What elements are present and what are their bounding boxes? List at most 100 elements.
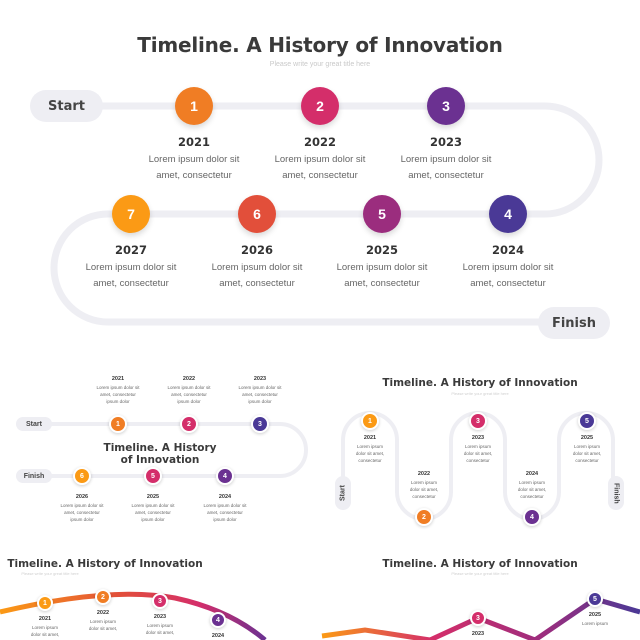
thumb2-finish-pill: Finish [608,476,624,510]
thumb1-desc-line1: Lorem ipsum dolor sit [96,385,140,390]
thumb4-node-5: 5 [587,591,603,607]
thumb3-year-2023: 2023 [153,614,167,620]
timeline-node-7: 7 [112,195,150,233]
timeline-year-2025: 2025 [365,243,398,257]
timeline-desc-line1: Lorem ipsum dolor sit [400,154,492,165]
thumb2-desc-line3: consectetur [575,458,599,463]
timeline-node-4: 4 [489,195,527,233]
timeline-node-5: 5 [363,195,401,233]
thumb2-desc-line1: Lorem ipsum [356,444,383,449]
thumb1-desc-line3: ipsum dolor [141,517,165,522]
thumb2-node-3: 3 [469,412,487,430]
thumb1-desc-line2: amet, consectetur [242,392,278,397]
timeline-desc-line2: amet, consectetur [470,278,546,289]
thumb1-desc-line1: Lorem ipsum dolor sit [238,385,282,390]
thumb3-node-4: 4 [210,612,226,628]
thumb3-desc-line2: dolor sit amet, [30,632,60,637]
thumb3-title: Timeline. A History of Innovation [7,558,203,570]
start-pill: Start [30,90,103,122]
thumb4-year-2025: 2025 [588,612,602,618]
thumb2-year-2025: 2025 [580,435,594,441]
thumb1-desc-line1: Lorem ipsum dolor sit [203,503,247,508]
timeline-desc-line1: Lorem ipsum dolor sit [274,154,366,165]
thumb2-desc-line3: consectetur [520,494,544,499]
thumb2-year-2022: 2022 [417,471,431,477]
thumb3-year-2022: 2022 [96,610,110,616]
thumb2-year-2021: 2021 [363,435,377,441]
thumb1-title: Timeline. A History of Innovation [95,442,225,466]
thumb2-node-1: 1 [361,412,379,430]
thumb1-year-2025: 2025 [146,494,160,500]
timeline-desc-line1: Lorem ipsum dolor sit [211,262,303,273]
finish-pill: Finish [538,307,610,339]
thumb1-desc-line2: amet, consectetur [171,392,207,397]
thumb2-desc-line2: dolor sit amet, [463,451,493,456]
thumb1-desc-line1: Lorem ipsum dolor sit [167,385,211,390]
thumb1-desc-line1: Lorem ipsum dolor sit [60,503,104,508]
thumb1-year-2024: 2024 [218,494,232,500]
thumb2-desc-line2: dolor sit amet, [517,487,547,492]
thumb1-desc-line1: Lorem ipsum dolor sit [131,503,175,508]
main-title: Timeline. A History of Innovation [137,33,503,57]
thumb2-desc-line2: dolor sit amet, [355,451,385,456]
thumb3-year-2021: 2021 [38,616,52,622]
thumb2-desc-line1: Lorem ipsum [518,480,545,485]
timeline-year-2027: 2027 [114,243,147,257]
thumb2-desc-line2: dolor sit amet, [409,487,439,492]
thumb2-year-2024: 2024 [525,471,539,477]
timeline-desc-line2: amet, consectetur [93,278,169,289]
timeline-desc-line2: amet, consectetur [219,278,295,289]
timeline-node-2: 2 [301,87,339,125]
thumb1-node-1: 1 [109,415,127,433]
thumb1-desc-line2: amet, consectetur [64,510,100,515]
thumb3-desc-line2: dolor sit amet, [145,630,175,635]
thumb3-desc-line1: Lorem ipsum [31,625,58,630]
thumb2-desc-line1: Lorem ipsum [573,444,600,449]
thumb2-node-4: 4 [523,508,541,526]
thumb2-desc-line1: Lorem ipsum [410,480,437,485]
thumb3-subtitle: Please write your great title here [21,571,79,576]
thumb2-node-2: 2 [415,508,433,526]
thumb1-desc-line3: ipsum dolor [248,399,272,404]
thumb1-node-5: 5 [144,467,162,485]
thumb3-node-1: 1 [37,595,53,611]
timeline-node-3: 3 [427,87,465,125]
thumb1-node-3: 3 [251,415,269,433]
thumb4-desc-line1: Lorem ipsum [581,621,608,626]
thumb1-desc-line2: amet, consectetur [207,510,243,515]
timeline-node-6: 6 [238,195,276,233]
thumb2-year-2023: 2023 [471,435,485,441]
thumb1-year-2021: 2021 [111,376,125,382]
thumb1-node-6: 6 [73,467,91,485]
timeline-desc-line1: Lorem ipsum dolor sit [148,154,240,165]
thumb3-node-3: 3 [152,593,168,609]
timeline-year-2024: 2024 [491,243,524,257]
timeline-year-2023: 2023 [429,135,462,149]
thumb1-desc-line3: ipsum dolor [213,517,237,522]
thumb3-year-2024: 2024 [211,633,225,639]
timeline-desc-line1: Lorem ipsum dolor sit [85,262,177,273]
thumb4-year-2023: 2023 [471,631,485,637]
thumb2-node-5: 5 [578,412,596,430]
thumb1-year-2022: 2022 [182,376,196,382]
timeline-desc-line2: amet, consectetur [344,278,420,289]
thumb3-node-2: 2 [95,589,111,605]
thumb1-title-line2: of Innovation [120,454,200,467]
thumb3-desc-line1: Lorem ipsum [89,619,116,624]
timeline-year-2021: 2021 [177,135,210,149]
timeline-year-2026: 2026 [240,243,273,257]
thumb1-year-2023: 2023 [253,376,267,382]
thumb2-desc-line3: consectetur [412,494,436,499]
main-subtitle: Please write your great title here [269,61,371,68]
thumb4-title: Timeline. A History of Innovation [382,558,578,570]
thumb1-finish-pill: Finish [16,469,52,483]
thumb1-year-2026: 2026 [75,494,89,500]
thumb1-node-2: 2 [180,415,198,433]
thumb2-title: Timeline. A History of Innovation [382,377,578,389]
thumb2-desc-line3: consectetur [358,458,382,463]
thumb4-node-3: 3 [470,610,486,626]
timeline-desc-line2: amet, consectetur [282,170,358,181]
